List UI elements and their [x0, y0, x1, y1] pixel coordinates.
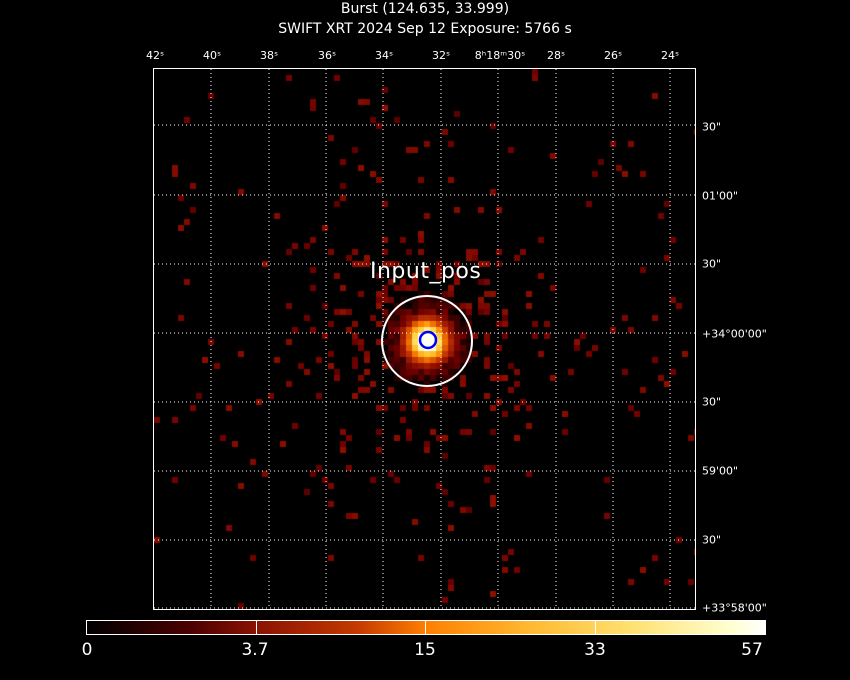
- ra-tick-label: 42ˢ: [145, 49, 165, 62]
- colorbar-label: 33: [584, 640, 606, 660]
- colorbar-tick: [595, 621, 596, 634]
- colorbar-tick: [256, 621, 257, 634]
- ra-tick-label: 28ˢ: [546, 49, 566, 62]
- dec-tick-label: 30": [702, 257, 722, 271]
- dec-tick-label: 59'00": [702, 464, 739, 478]
- colorbar: [86, 620, 766, 635]
- colorbar-label: 3.7: [241, 640, 269, 660]
- dec-tick-label: 30": [702, 533, 722, 547]
- ra-tick-label: 26ˢ: [603, 49, 623, 62]
- source-position-marker: [418, 330, 438, 350]
- input-position-circle: [381, 295, 473, 387]
- region-annotations: [381, 295, 473, 387]
- ra-tick-label: 40ˢ: [202, 49, 222, 62]
- colorbar-label: 57: [741, 640, 763, 660]
- colorbar-label: 0: [81, 640, 93, 660]
- ra-tick-label: 38ˢ: [259, 49, 279, 62]
- ra-tick-label: 36ˢ: [317, 49, 337, 62]
- input-position-label: Input_pos: [370, 259, 482, 284]
- coordinate-grid: [154, 69, 695, 609]
- ra-tick-label: 34ˢ: [374, 49, 394, 62]
- photon-count-image: [154, 69, 695, 609]
- colorbar-tick: [425, 621, 426, 634]
- image-title: Burst (124.635, 33.999): [340, 1, 510, 17]
- dec-tick-label: 01'00": [702, 189, 739, 203]
- dec-tick-label: +33°58'00": [702, 601, 767, 615]
- ra-tick-label: 32ˢ: [431, 49, 451, 62]
- colorbar-label: 15: [414, 640, 436, 660]
- dec-tick-label: 30": [702, 395, 722, 409]
- dec-tick-label: 30": [702, 120, 722, 134]
- image-subtitle: SWIFT XRT 2024 Sep 12 Exposure: 5766 s: [278, 21, 572, 37]
- dec-tick-label: +34°00'00": [702, 327, 767, 341]
- xray-image-panel: Input_pos: [153, 68, 696, 610]
- ra-tick-label: 8ʰ18ᵐ30ˢ: [474, 49, 526, 62]
- ra-tick-label: 24ˢ: [660, 49, 680, 62]
